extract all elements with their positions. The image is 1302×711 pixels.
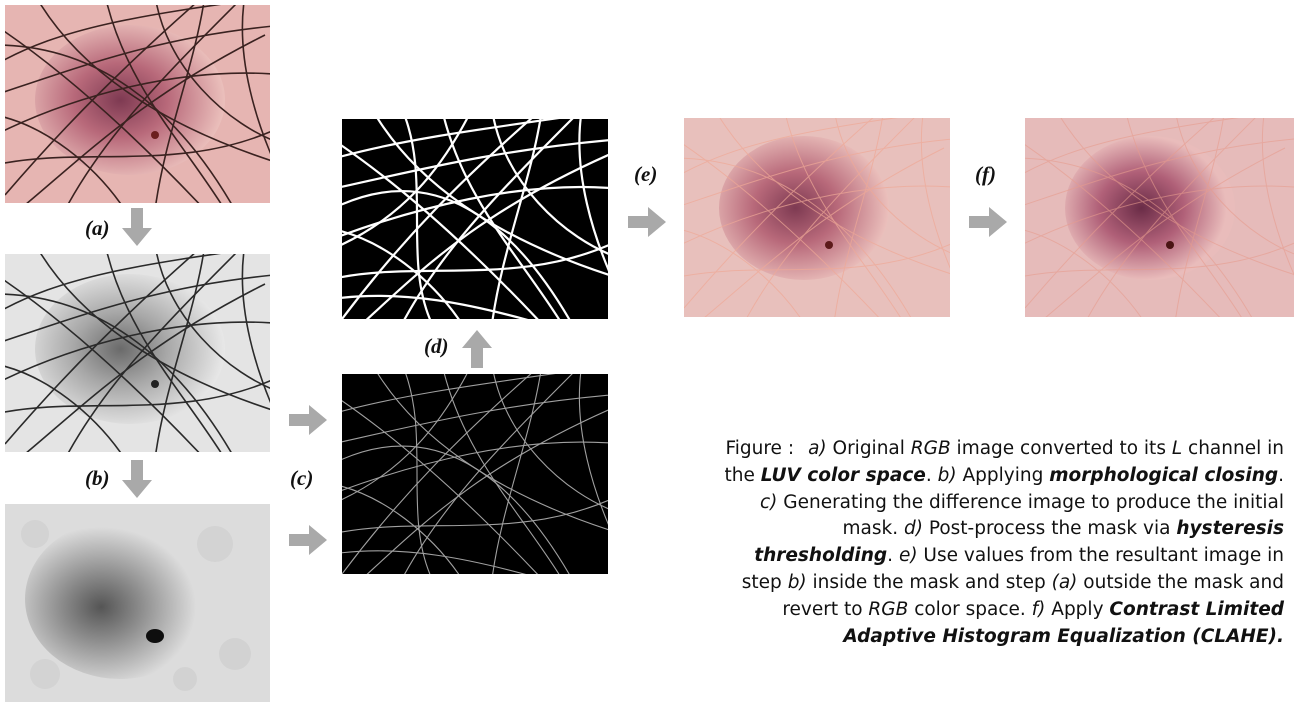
clahe-image-panel <box>1025 118 1294 317</box>
caption-e-tag: e) <box>898 545 918 567</box>
caption-text: color space. <box>908 598 1026 620</box>
step-label-c: (c) <box>290 466 314 490</box>
l-channel-image-panel <box>5 254 270 452</box>
caption-d-tag: d) <box>903 518 923 540</box>
caption-text: Use values from the resultant image in s… <box>741 545 1284 593</box>
caption-closing: morphological closing <box>1049 464 1279 486</box>
caption-head: Figure : <box>725 438 795 459</box>
caption-text: image converted to its <box>950 438 1172 459</box>
step-label-f: (f) <box>975 162 996 186</box>
arrow-right-c2 <box>289 525 329 555</box>
original-image-panel <box>5 5 270 203</box>
caption-text: . <box>1278 464 1284 486</box>
caption-text: inside the mask and step <box>806 571 1052 593</box>
arrow-right-f <box>969 207 1009 237</box>
arrow-up-d <box>462 328 492 368</box>
arrow-right-e <box>628 207 668 237</box>
caption-luv: LUV color space <box>760 464 926 486</box>
hysteresis-mask-panel <box>342 119 608 319</box>
caption-e-b: b) <box>787 571 807 593</box>
hair-removed-image-panel <box>684 118 950 317</box>
caption-e-a: (a) <box>1051 571 1078 593</box>
caption-e-rgb: RGB <box>868 598 909 620</box>
caption-rgb: RGB <box>910 438 951 459</box>
caption-text: outside the mask and revert to <box>782 571 1284 620</box>
caption-f-tag: f) <box>1031 598 1046 620</box>
arrow-down-b <box>122 460 152 500</box>
caption-l: L <box>1171 438 1183 459</box>
arrow-right-c1 <box>289 405 329 435</box>
step-label-e: (e) <box>634 162 658 186</box>
arrow-down-a <box>122 208 152 248</box>
caption-text: . <box>925 464 932 486</box>
difference-image-panel <box>342 374 608 574</box>
caption-text: . <box>887 545 894 567</box>
caption-clahe: Contrast Limited Adaptive Histogram Equa… <box>843 598 1284 647</box>
caption-text: Generating the difference image to produ… <box>777 491 1284 540</box>
step-label-a: (a) <box>85 216 110 240</box>
figure-caption: Figure : a) Original RGB image converted … <box>724 436 1285 650</box>
caption-b-tag: b) <box>937 464 957 486</box>
caption-a-tag: a) <box>808 438 827 459</box>
caption-c-tag: c) <box>759 491 778 513</box>
closing-image-panel <box>5 504 270 702</box>
caption-text: Post-process the mask via <box>922 518 1177 540</box>
caption-text: channel in the <box>724 438 1285 486</box>
caption-text: Original <box>826 438 911 459</box>
step-label-d: (d) <box>424 334 449 358</box>
caption-text: Applying <box>956 464 1050 486</box>
step-label-b: (b) <box>85 466 110 490</box>
caption-text: Apply <box>1045 598 1110 620</box>
caption-hysteresis: hysteresis thresholding <box>754 518 1284 567</box>
